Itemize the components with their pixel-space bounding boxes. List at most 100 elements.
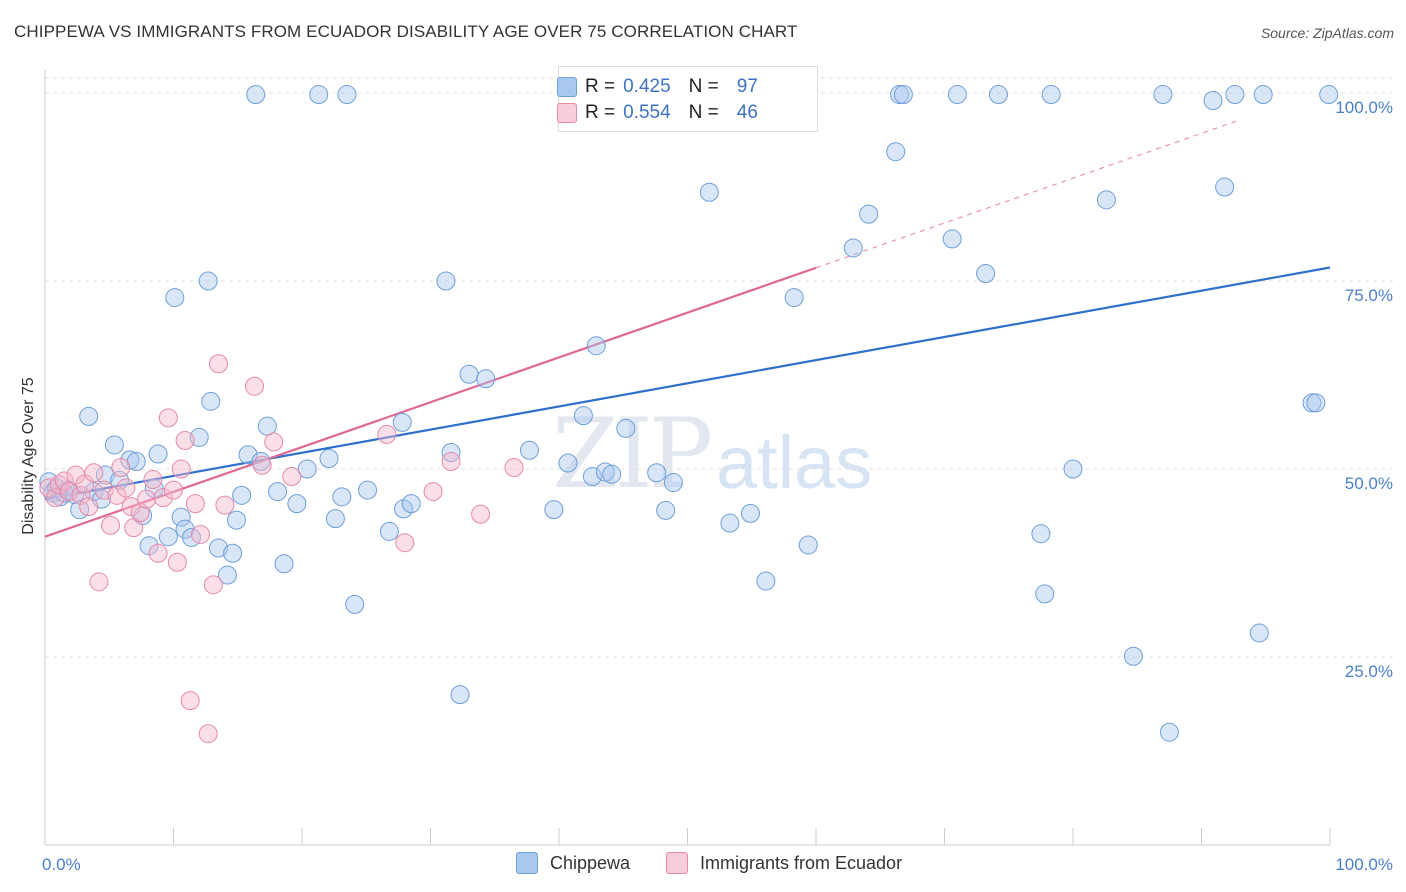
point-chippewa — [165, 288, 185, 308]
point-chippewa — [104, 435, 124, 455]
point-ecuador — [244, 376, 264, 396]
point-chippewa — [1203, 91, 1223, 111]
point-chippewa — [65, 485, 85, 505]
point-chippewa — [287, 494, 307, 514]
point-chippewa — [798, 535, 818, 555]
trend-line-chippewa — [44, 266, 1331, 501]
point-ecuador — [167, 552, 187, 572]
point-chippewa — [450, 685, 470, 705]
point-chippewa — [988, 85, 1008, 105]
point-chippewa — [1249, 623, 1269, 643]
point-ecuador — [49, 475, 69, 495]
trend-line-ecuador — [44, 266, 817, 538]
point-ecuador — [190, 524, 210, 544]
tick-labels: 25.0% 50.0% 75.0% 100.0% 0.0% 100.0% — [42, 98, 1393, 874]
point-ecuador — [215, 495, 235, 515]
point-chippewa — [337, 85, 357, 105]
legend-row-ecuador: R = 0.554 N = 46 — [557, 101, 776, 125]
point-chippewa — [309, 85, 329, 105]
point-chippewa — [942, 229, 962, 249]
legend-n-label: N = — [688, 76, 719, 97]
point-chippewa — [519, 440, 539, 460]
point-ecuador — [377, 424, 397, 444]
legend: R = 0.425 N = 97 R = 0.554 N = 46 — [557, 66, 818, 132]
point-chippewa — [558, 453, 578, 473]
y-tick-label: 25.0% — [1345, 662, 1393, 681]
bottom-legend-chippewa[interactable]: Chippewa — [516, 852, 630, 874]
point-ecuador — [282, 467, 302, 487]
point-chippewa — [582, 467, 602, 487]
point-ecuador — [175, 430, 195, 450]
point-chippewa — [1035, 584, 1055, 604]
point-chippewa — [189, 427, 209, 447]
point-chippewa — [158, 527, 178, 547]
point-ecuador — [164, 480, 183, 500]
point-chippewa — [1153, 85, 1173, 105]
point-chippewa — [602, 464, 622, 484]
point-chippewa — [201, 391, 221, 411]
point-ecuador — [208, 354, 228, 374]
point-ecuador — [89, 572, 109, 592]
point-chippewa — [720, 513, 740, 533]
point-chippewa — [756, 571, 776, 591]
point-chippewa — [274, 554, 294, 574]
chippewa-label: Chippewa — [550, 852, 631, 873]
legend-r-label: R = — [585, 102, 616, 123]
point-chippewa — [1253, 85, 1273, 105]
bottom-legend-ecuador[interactable]: Immigrants from Ecuador — [666, 852, 902, 874]
point-ecuador — [158, 408, 178, 428]
point-chippewa — [332, 487, 352, 507]
y-tick-label: 100.0% — [1335, 98, 1393, 117]
point-chippewa — [198, 271, 218, 291]
point-chippewa — [476, 369, 496, 389]
point-ecuador — [153, 488, 173, 508]
point-ecuador — [203, 575, 223, 595]
legend-r-value: 0.425 — [623, 76, 671, 97]
point-chippewa — [1063, 459, 1083, 479]
point-chippewa — [226, 510, 246, 530]
point-ecuador — [79, 497, 99, 517]
y-tick-label: 75.0% — [1345, 286, 1393, 305]
point-ecuador — [45, 488, 65, 508]
point-ecuador — [59, 482, 79, 502]
point-chippewa — [656, 500, 676, 520]
point-chippewa — [1306, 393, 1326, 413]
chart-title: CHIPPEWA VS IMMIGRANTS FROM ECUADOR DISA… — [14, 22, 798, 41]
point-chippewa — [223, 543, 243, 563]
point-chippewa — [358, 480, 378, 500]
point-ecuador — [116, 478, 136, 498]
point-ecuador — [137, 489, 157, 509]
legend-swatch-chippewa — [557, 77, 577, 97]
ecuador-swatch — [666, 852, 688, 874]
point-chippewa — [232, 485, 252, 505]
point-ecuador — [143, 470, 163, 490]
legend-r-value: 0.554 — [623, 102, 671, 123]
x-tick-label-start: 0.0% — [42, 855, 81, 874]
point-chippewa — [345, 594, 365, 614]
point-ecuador — [252, 455, 272, 475]
legend-row-chippewa: R = 0.425 N = 97 — [557, 75, 776, 99]
point-chippewa — [268, 482, 288, 502]
point-chippewa — [573, 406, 593, 426]
legend-r-label: R = — [585, 76, 616, 97]
point-chippewa — [647, 463, 667, 483]
point-ecuador — [84, 463, 104, 483]
point-chippewa — [893, 85, 913, 105]
data-points — [39, 84, 1339, 744]
point-chippewa — [859, 204, 879, 224]
point-chippewa — [95, 465, 115, 485]
point-chippewa — [217, 565, 237, 585]
point-ecuador — [395, 533, 415, 553]
point-chippewa — [976, 264, 996, 284]
y-axis-title: Disability Age Over 75 — [20, 377, 37, 535]
point-ecuador — [441, 452, 461, 471]
point-ecuador — [185, 494, 205, 514]
point-chippewa — [663, 473, 683, 493]
point-chippewa — [297, 459, 317, 479]
point-chippewa — [459, 364, 479, 384]
point-chippewa — [699, 182, 719, 202]
point-chippewa — [586, 336, 606, 356]
trend-line-ecuador-extension — [815, 119, 1241, 269]
chippewa-swatch — [516, 852, 538, 874]
